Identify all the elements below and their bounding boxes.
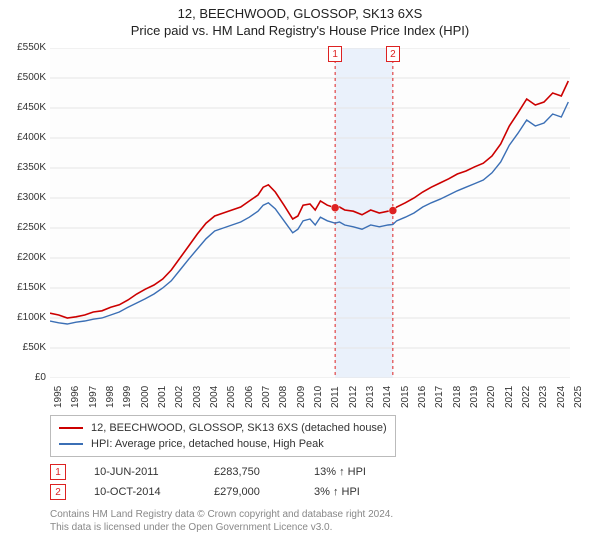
price-chart bbox=[50, 48, 570, 378]
legend-label: HPI: Average price, detached house, High… bbox=[91, 438, 324, 450]
x-tick-label: 1995 bbox=[53, 386, 64, 408]
x-tick-label: 2011 bbox=[330, 386, 341, 408]
x-tick-label: 2009 bbox=[296, 386, 307, 408]
sale-flag-1: 1 bbox=[328, 46, 342, 62]
x-tick-label: 2004 bbox=[209, 386, 220, 408]
x-tick-label: 2006 bbox=[244, 386, 255, 408]
x-tick-label: 1997 bbox=[88, 386, 99, 408]
y-tick-label: £250K bbox=[0, 222, 46, 233]
sale-price: £283,750 bbox=[214, 466, 314, 478]
y-tick-label: £50K bbox=[0, 342, 46, 353]
x-tick-label: 2015 bbox=[400, 386, 411, 408]
x-tick-label: 2023 bbox=[538, 386, 549, 408]
sale-marker-box: 1 bbox=[50, 464, 66, 480]
y-tick-label: £450K bbox=[0, 102, 46, 113]
sale-pct: 3% ↑ HPI bbox=[314, 486, 424, 498]
sale-date: 10-JUN-2011 bbox=[94, 466, 214, 478]
chart-subtitle: Price paid vs. HM Land Registry's House … bbox=[0, 23, 600, 38]
y-tick-label: £400K bbox=[0, 132, 46, 143]
y-tick-label: £150K bbox=[0, 282, 46, 293]
legend-item: HPI: Average price, detached house, High… bbox=[59, 436, 387, 452]
y-tick-label: £200K bbox=[0, 252, 46, 263]
x-tick-label: 2017 bbox=[434, 386, 445, 408]
y-tick-label: £550K bbox=[0, 42, 46, 53]
x-tick-label: 2000 bbox=[140, 386, 151, 408]
x-tick-label: 2013 bbox=[365, 386, 376, 408]
x-tick-label: 2012 bbox=[348, 386, 359, 408]
sale-price: £279,000 bbox=[214, 486, 314, 498]
chart-title-address: 12, BEECHWOOD, GLOSSOP, SK13 6XS bbox=[0, 6, 600, 21]
y-tick-label: £0 bbox=[0, 372, 46, 383]
x-tick-label: 2020 bbox=[486, 386, 497, 408]
x-tick-label: 2008 bbox=[278, 386, 289, 408]
sale-pct: 13% ↑ HPI bbox=[314, 466, 424, 478]
x-tick-label: 2016 bbox=[417, 386, 428, 408]
x-tick-label: 2010 bbox=[313, 386, 324, 408]
sale-row: 2 10-OCT-2014£279,0003% ↑ HPI bbox=[50, 482, 570, 502]
sale-row: 1 10-JUN-2011£283,75013% ↑ HPI bbox=[50, 462, 570, 482]
x-tick-label: 1998 bbox=[105, 386, 116, 408]
sale-date: 10-OCT-2014 bbox=[94, 486, 214, 498]
x-tick-label: 2005 bbox=[226, 386, 237, 408]
x-tick-label: 2024 bbox=[556, 386, 567, 408]
sale-marker-box: 2 bbox=[50, 484, 66, 500]
x-tick-label: 2025 bbox=[573, 386, 584, 408]
legend: 12, BEECHWOOD, GLOSSOP, SK13 6XS (detach… bbox=[50, 415, 396, 457]
y-tick-label: £300K bbox=[0, 192, 46, 203]
y-tick-label: £100K bbox=[0, 312, 46, 323]
x-tick-label: 2022 bbox=[521, 386, 532, 408]
footer-line-2: This data is licensed under the Open Gov… bbox=[50, 521, 393, 534]
y-tick-label: £350K bbox=[0, 162, 46, 173]
y-tick-label: £500K bbox=[0, 72, 46, 83]
x-tick-label: 2021 bbox=[504, 386, 515, 408]
x-tick-label: 2019 bbox=[469, 386, 480, 408]
x-tick-label: 2003 bbox=[192, 386, 203, 408]
sale-flag-2: 2 bbox=[386, 46, 400, 62]
legend-swatch bbox=[59, 443, 83, 445]
legend-swatch bbox=[59, 427, 83, 429]
x-tick-label: 1999 bbox=[122, 386, 133, 408]
footer-line-1: Contains HM Land Registry data © Crown c… bbox=[50, 508, 393, 521]
sales-table: 1 10-JUN-2011£283,75013% ↑ HPI 2 10-OCT-201… bbox=[50, 462, 570, 502]
x-tick-label: 2001 bbox=[157, 386, 168, 408]
x-tick-label: 2014 bbox=[382, 386, 393, 408]
legend-item: 12, BEECHWOOD, GLOSSOP, SK13 6XS (detach… bbox=[59, 420, 387, 436]
x-tick-label: 2018 bbox=[452, 386, 463, 408]
legend-label: 12, BEECHWOOD, GLOSSOP, SK13 6XS (detach… bbox=[91, 422, 387, 434]
x-tick-label: 2007 bbox=[261, 386, 272, 408]
x-tick-label: 2002 bbox=[174, 386, 185, 408]
attribution-footer: Contains HM Land Registry data © Crown c… bbox=[50, 508, 393, 534]
x-tick-label: 1996 bbox=[70, 386, 81, 408]
